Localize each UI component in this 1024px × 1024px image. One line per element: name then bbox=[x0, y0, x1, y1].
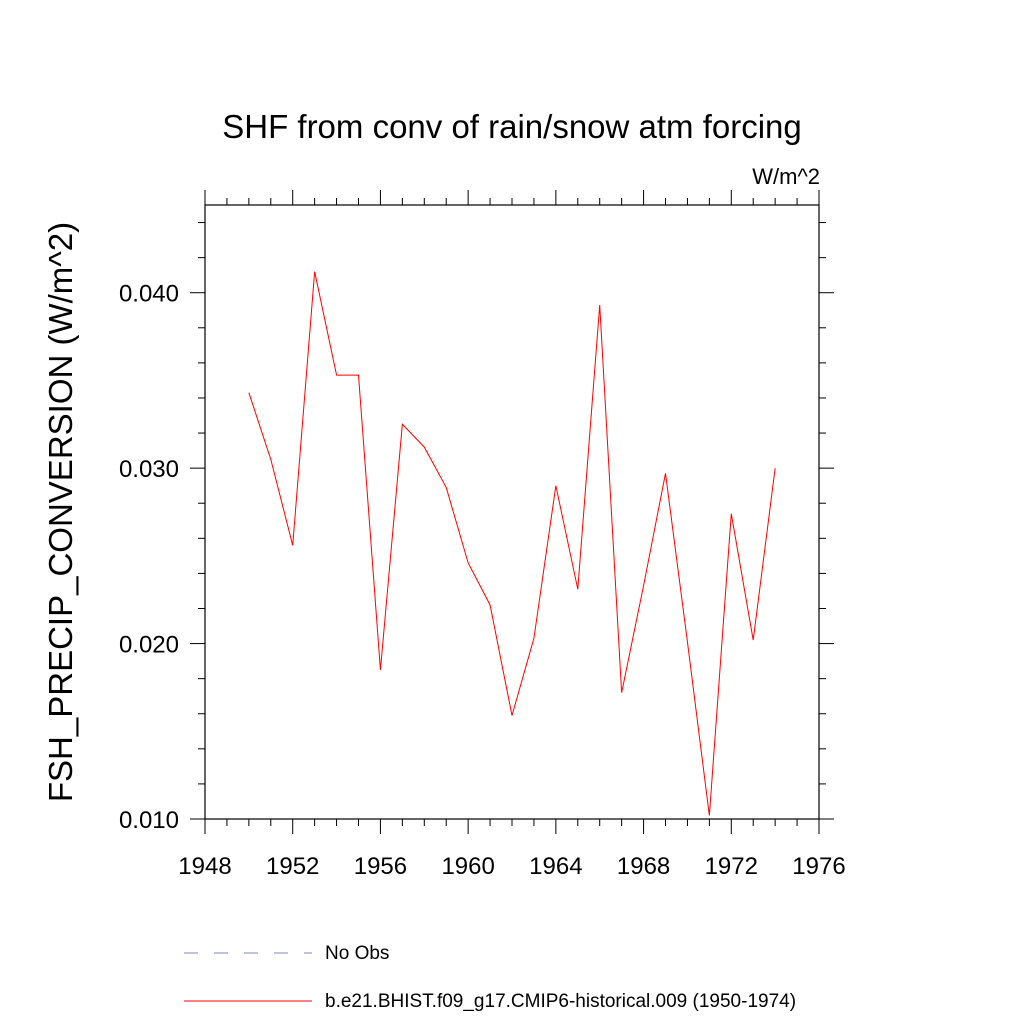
chart-title: SHF from conv of rain/snow atm forcing bbox=[222, 108, 802, 145]
y-tick-label: 0.040 bbox=[119, 281, 179, 308]
series-layer bbox=[248, 271, 776, 816]
x-tick-label: 1968 bbox=[617, 853, 670, 880]
y-tick-label: 0.030 bbox=[119, 456, 179, 483]
x-tick-label: 1956 bbox=[354, 853, 407, 880]
x-tick-label: 1948 bbox=[178, 853, 231, 880]
legend-label-model-run: b.e21.BHIST.f09_g17.CMIP6-historical.009… bbox=[325, 991, 796, 1012]
x-tick-label: 1964 bbox=[529, 853, 582, 880]
x-tick-label: 1976 bbox=[792, 853, 845, 880]
x-tick-label: 1960 bbox=[441, 853, 494, 880]
x-tick-label: 1952 bbox=[266, 853, 319, 880]
y-tick-label: 0.010 bbox=[119, 807, 179, 834]
units-label: W/m^2 bbox=[752, 164, 820, 189]
y-axis-label: FSH_PRECIP_CONVERSION (W/m^2) bbox=[42, 222, 79, 802]
x-tick-label: 1972 bbox=[705, 853, 758, 880]
axes: 1948 1952 1956 1960 1964 1968 1972 1976 0.010 0.0… bbox=[119, 190, 846, 880]
plot-frame bbox=[204, 204, 820, 820]
legend-label-no-obs: No Obs bbox=[325, 943, 389, 964]
y-tick-label: 0.020 bbox=[119, 632, 179, 659]
series-line-1 bbox=[248, 271, 776, 816]
legend: No Obs b.e21.BHIST.f09_g17.CMIP6-histori… bbox=[184, 943, 796, 1012]
